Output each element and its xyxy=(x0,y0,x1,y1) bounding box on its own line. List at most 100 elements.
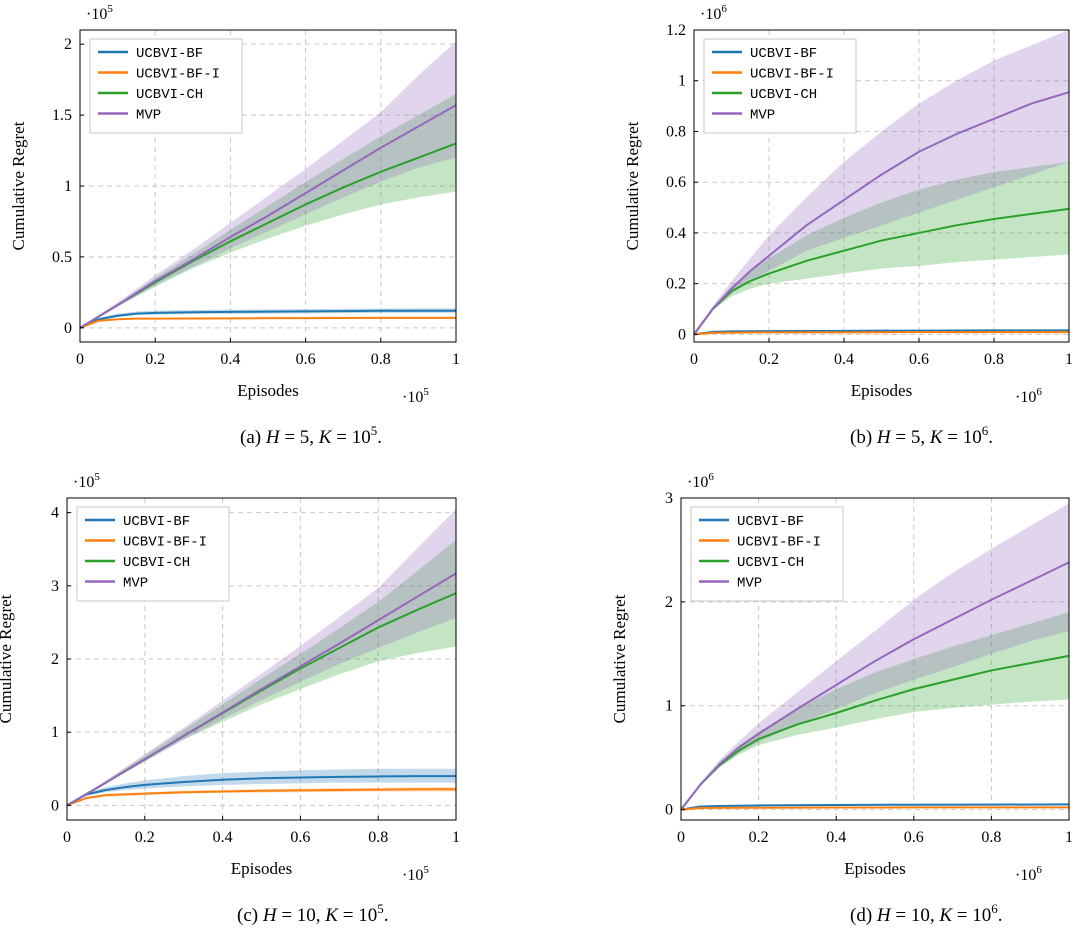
x-axis-label: Episodes xyxy=(851,381,912,400)
caption-period: . xyxy=(988,427,993,448)
y-tick-label: 0.2 xyxy=(666,276,686,293)
legend-label-1: UCBVI-BF-I xyxy=(737,535,821,551)
chart-panel-b: 0 0.2 0.4 0.6 0.8 1 0 0.2 0.4 0.6 0.8 1 1.2 Episodes C… xyxy=(623,3,1073,448)
legend-label-3: MVP xyxy=(750,108,775,124)
series-lines xyxy=(79,104,457,329)
series-line-1 xyxy=(693,331,1069,336)
panel-caption: (b) H = 5, K = 106. xyxy=(850,423,993,448)
caption-k-symbol: K xyxy=(318,427,333,448)
x-tick-label: 0.4 xyxy=(213,829,233,846)
x-axis-multiplier: ·105 xyxy=(402,864,429,884)
x-tick-label: 1 xyxy=(1065,351,1073,368)
axis-frame xyxy=(693,29,1070,343)
y-multiplier-exponent: 6 xyxy=(708,471,714,483)
series-lines xyxy=(66,572,457,807)
legend-box xyxy=(690,506,844,602)
x-multiplier-exponent: 5 xyxy=(423,386,429,398)
grid xyxy=(80,30,456,342)
series-line-3 xyxy=(680,561,1070,811)
caption-k-exponent: 6 xyxy=(982,423,989,438)
caption-k-symbol: K xyxy=(324,905,339,926)
legend: UCBVI-BF UCBVI-BF-I UCBVI-CH MVP xyxy=(89,38,243,134)
y-axis-multiplier: ·106 xyxy=(700,3,727,23)
y-axis-multiplier: ·106 xyxy=(687,471,714,491)
x-axis: 0 0.2 0.4 0.6 0.8 1 xyxy=(690,338,1073,368)
series-line-3 xyxy=(66,572,457,807)
caption-equals: = xyxy=(891,427,911,448)
y-axis-multiplier: ·105 xyxy=(86,3,113,23)
chart-panel-a: 0 0.2 0.4 0.6 0.8 1 0 0.5 1 1.5 2 Episodes Cumulativ… xyxy=(9,3,460,448)
legend-label-1: UCBVI-BF-I xyxy=(136,67,220,83)
panel-caption: (c) H = 10, K = 105. xyxy=(237,901,388,926)
y-axis: 0 1 2 3 xyxy=(665,490,685,819)
grid xyxy=(694,29,1069,342)
caption-comma: , xyxy=(930,905,940,926)
legend: UCBVI-BF UCBVI-BF-I UCBVI-CH MVP xyxy=(76,506,230,602)
legend-label-2: UCBVI-CH xyxy=(123,555,190,571)
y-tick-label: 1 xyxy=(64,178,72,195)
caption-h-value: 10 xyxy=(297,905,316,926)
x-tick-label: 0.8 xyxy=(371,351,391,368)
x-tick-label: 0 xyxy=(76,351,84,368)
y-axis-multiplier: ·105 xyxy=(73,471,100,491)
x-tick-label: 0.6 xyxy=(909,351,929,368)
x-multiplier-base: ·10 xyxy=(402,389,423,406)
x-tick-label: 0.2 xyxy=(145,351,165,368)
x-axis-label: Episodes xyxy=(237,381,298,400)
x-multiplier-exponent: 5 xyxy=(423,864,429,876)
y-axis: 0 1 2 3 4 xyxy=(51,505,71,814)
y-tick-label: 4 xyxy=(51,505,59,522)
caption-h-symbol: H xyxy=(872,905,892,926)
caption-k-symbol: K xyxy=(929,427,944,448)
confidence-band-1 xyxy=(67,787,456,806)
caption-comma: , xyxy=(316,905,326,926)
legend-label-2: UCBVI-CH xyxy=(737,555,804,571)
legend-box xyxy=(76,506,230,602)
caption-panel-label: (b) xyxy=(850,427,872,448)
legend-box xyxy=(89,38,243,134)
x-axis: 0 0.2 0.4 0.6 0.8 1 xyxy=(63,816,460,846)
series-line-0 xyxy=(79,309,456,329)
x-tick-label: 0.4 xyxy=(826,829,846,846)
series-line-3 xyxy=(693,91,1070,335)
y-tick-label: 1 xyxy=(678,73,686,90)
panel-caption: (a) H = 5, K = 105. xyxy=(240,423,382,448)
caption-equals: = 10 xyxy=(943,427,982,448)
y-tick-label: 1 xyxy=(665,698,673,715)
x-axis-multiplier: ·106 xyxy=(1015,386,1042,406)
x-multiplier-base: ·10 xyxy=(1015,389,1036,406)
caption-equals: = xyxy=(280,427,300,448)
y-multiplier-exponent: 5 xyxy=(94,471,100,483)
x-tick-label: 0 xyxy=(63,829,71,846)
x-tick-label: 0.2 xyxy=(135,829,155,846)
caption-k-symbol: K xyxy=(938,905,953,926)
legend: UCBVI-BF UCBVI-BF-I UCBVI-CH MVP xyxy=(690,506,844,602)
legend-label-1: UCBVI-BF-I xyxy=(750,67,834,83)
legend-label-0: UCBVI-BF xyxy=(750,46,817,62)
y-tick-label: 3 xyxy=(665,490,673,507)
y-tick-label: 1.5 xyxy=(52,107,72,124)
caption-comma: , xyxy=(309,427,319,448)
caption-equals: = xyxy=(277,905,297,926)
caption-k-exponent: 5 xyxy=(377,901,384,916)
x-tick-label: 0 xyxy=(690,351,698,368)
caption-equals: = 10 xyxy=(338,905,377,926)
series-line-2 xyxy=(693,207,1070,335)
series-line-0 xyxy=(66,775,456,807)
x-tick-label: 0.6 xyxy=(296,351,316,368)
series-line-1 xyxy=(680,806,1069,811)
x-multiplier-exponent: 6 xyxy=(1036,864,1042,876)
y-tick-label: 1.2 xyxy=(666,22,686,39)
x-tick-label: 0.2 xyxy=(759,351,779,368)
y-tick-label: 2 xyxy=(64,36,72,53)
x-tick-label: 0.4 xyxy=(220,351,240,368)
x-tick-label: 0.4 xyxy=(834,351,854,368)
caption-equals: = xyxy=(891,905,911,926)
caption-h-value: 5 xyxy=(911,427,921,448)
x-tick-label: 0.8 xyxy=(981,829,1001,846)
confidence-band-0 xyxy=(67,768,456,806)
series-line-0 xyxy=(680,803,1070,811)
